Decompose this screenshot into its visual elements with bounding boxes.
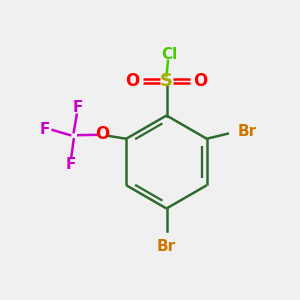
Text: F: F [40,122,50,137]
Text: F: F [73,100,83,116]
Text: Br: Br [238,124,257,139]
Text: O: O [193,72,208,90]
Text: O: O [125,72,140,90]
Text: Cl: Cl [161,46,177,62]
Text: S: S [160,72,173,90]
Text: F: F [65,157,76,172]
Text: O: O [95,125,109,143]
Text: Br: Br [157,239,176,254]
